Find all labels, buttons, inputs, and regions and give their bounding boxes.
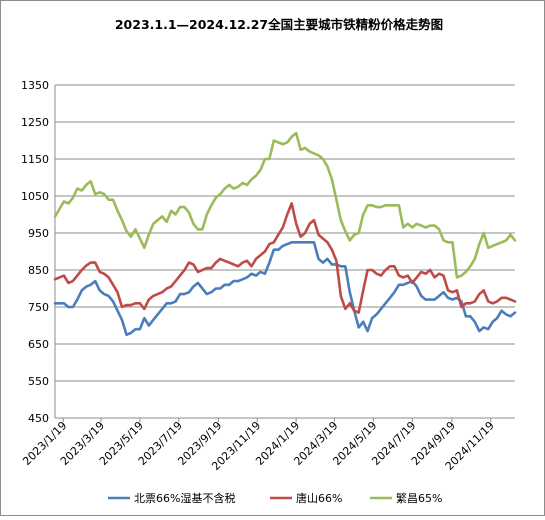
y-axis: 450 550 650 750 850 950 1050 1150 1250 1350 [21,79,56,425]
y-tick-label: 750 [28,301,49,314]
legend-label: 北票66%湿基不含税 [134,491,235,505]
y-tick-label: 1050 [21,190,49,203]
y-tick-label: 1250 [21,116,49,129]
y-grid [55,84,515,419]
series-line [53,131,517,279]
y-tick-label: 650 [28,338,49,351]
y-tick-label: 950 [28,227,49,240]
series-lines [53,131,517,337]
series-line [53,202,517,314]
y-tick-label: 1150 [21,153,49,166]
chart-title: 2023.1.1—2024.12.27全国主要城市铁精粉价格走势图 [115,17,443,32]
series-line [53,241,517,337]
y-tick-label: 1350 [21,79,49,92]
legend-label: 繁昌65% [396,491,442,505]
y-tick-label: 550 [28,375,49,388]
y-tick-label: 850 [28,264,49,277]
legend-label: 唐山66% [296,491,342,505]
y-tick-label: 450 [28,412,49,425]
legend: 北票66%湿基不含税 唐山66% 繁昌65% [108,491,442,505]
